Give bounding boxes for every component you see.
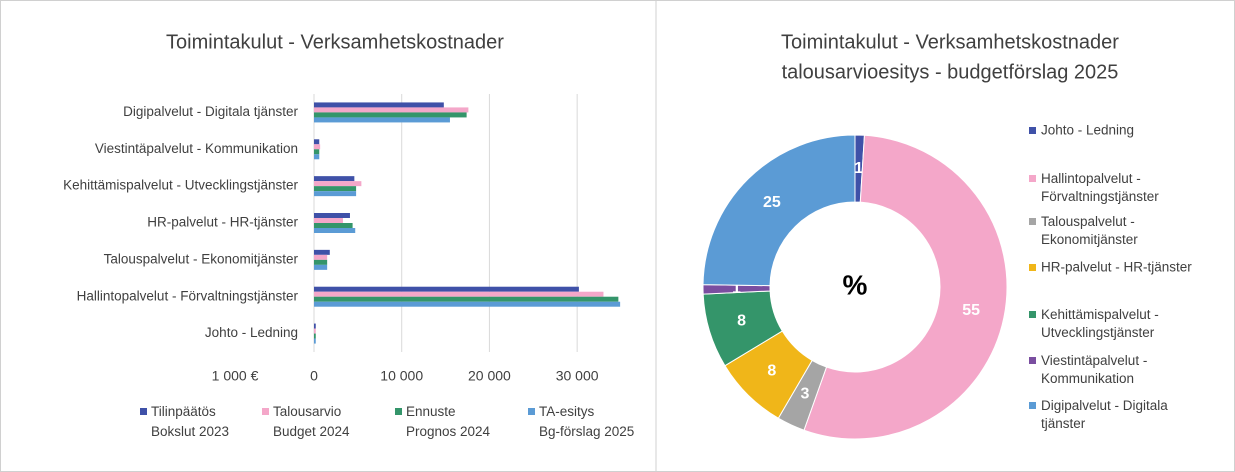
y-tick-label: Viestintäpalvelut - Kommunikation [95, 141, 298, 156]
legend-label: Johto - Ledning [1041, 123, 1134, 138]
bar [314, 223, 353, 228]
y-tick-label: Digipalvelut - Digitala tjänster [123, 104, 298, 119]
bar [314, 191, 357, 197]
bar [314, 218, 343, 223]
y-tick-label: Hallintopalvelut - Förvaltningstjänster [77, 288, 299, 303]
bar [314, 338, 316, 344]
donut-slice [702, 134, 856, 287]
bar [314, 176, 355, 182]
bar [314, 117, 450, 123]
x-tick-label: 10 000 [380, 368, 423, 384]
legend-label: Kehittämispalvelut -Utvecklingstjänster [1041, 307, 1159, 340]
data-label: 25 [763, 194, 781, 211]
legend-swatch [140, 408, 147, 415]
bar [314, 102, 444, 108]
center-label: % [843, 269, 868, 300]
data-label: 1 [854, 160, 863, 177]
bar [314, 144, 321, 150]
bar [314, 186, 357, 192]
bar [314, 259, 328, 265]
legend-swatch [1029, 218, 1036, 225]
bar [314, 112, 467, 118]
bar [314, 323, 316, 329]
data-label: 55 [962, 302, 980, 319]
bar [314, 328, 316, 334]
donut-slice [803, 134, 1008, 440]
bar [314, 286, 579, 292]
donut-title: Toimintakulut - Verksamhetskostnader [781, 31, 1119, 53]
bar [314, 154, 320, 160]
y-tick-label: Johto - Ledning [205, 325, 298, 340]
bar [314, 333, 316, 339]
bar [314, 249, 330, 255]
legend-label: Viestintäpalvelut -Kommunikation [1041, 353, 1147, 386]
y-tick-label: Kehittämispalvelut - Utvecklingstjänster [63, 178, 298, 193]
legend-swatch [1029, 127, 1036, 134]
y-tick-label: Talouspalvelut - Ekonomitjänster [104, 251, 299, 266]
x-tick-label: 0 [310, 368, 318, 384]
bar [314, 213, 350, 218]
bar [314, 107, 469, 113]
y-tick-label: HR-palvelut - HR-tjänster [147, 215, 298, 230]
legend-label: Tilinpäätös Bokslut 2023 [151, 404, 229, 439]
legend-label: Talousarvio Budget 2024 [273, 404, 350, 439]
bar [314, 139, 320, 145]
bar [314, 254, 328, 260]
donut-subtitle: talousarvioesitys - budgetförslag 2025 [782, 61, 1119, 83]
legend-swatch [1029, 264, 1036, 271]
legend-swatch [1029, 402, 1036, 409]
legend-swatch [262, 408, 269, 415]
x-tick-label: 30 000 [556, 368, 599, 384]
legend-label: Ennuste Prognos 2024 [406, 404, 491, 439]
bar [314, 264, 328, 270]
legend-label: Digipalvelut - Digitala tjänster [1041, 398, 1168, 431]
data-label: 3 [801, 386, 810, 403]
x-tick-label: 20 000 [468, 368, 511, 384]
legend-label: TA-esitys Bg-förslag 2025 [539, 404, 634, 439]
legend-label: HR-palvelut - HR-tjänster [1041, 260, 1192, 275]
data-label: 1 [732, 280, 741, 297]
bar [314, 149, 320, 155]
legend-swatch [1029, 357, 1036, 364]
legend-label: Hallintopalvelut -Förvaltningstjänster [1041, 171, 1159, 204]
data-label: 8 [737, 313, 746, 330]
bar-title: Toimintakulut - Verksamhetskostnader [166, 31, 504, 53]
bar [314, 181, 362, 187]
unit-label: 1 000 € [212, 368, 259, 384]
legend-swatch [1029, 175, 1036, 182]
bar [314, 301, 621, 307]
data-label: 8 [767, 363, 776, 380]
bar [314, 228, 356, 233]
legend-swatch [528, 408, 535, 415]
bar [314, 291, 604, 297]
legend-swatch [1029, 311, 1036, 318]
legend-label: Talouspalvelut -Ekonomitjänster [1041, 214, 1138, 247]
bar [314, 296, 619, 302]
legend-swatch [395, 408, 402, 415]
